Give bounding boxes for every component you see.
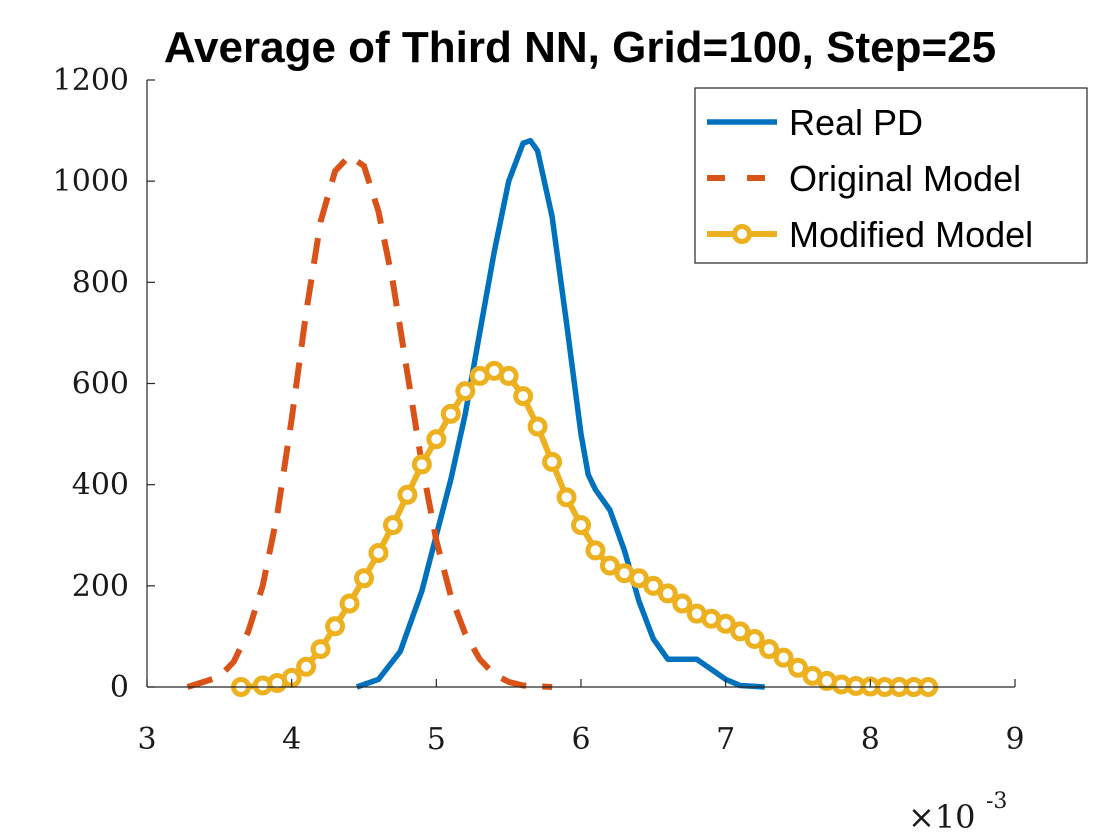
y-tick-label: 600	[72, 367, 129, 402]
modified-model-point	[542, 451, 563, 472]
modified-model-point	[354, 568, 374, 589]
modified-model-point	[715, 613, 736, 634]
y-tick-label: 200	[72, 569, 129, 604]
series-line-original-model	[186, 152, 553, 690]
x-tick-label: 8	[861, 722, 880, 757]
modified-model-point	[556, 487, 577, 508]
chart-title: Average of Third NN, Grid=100, Step=25	[164, 23, 996, 72]
y-tick-label: 800	[72, 265, 129, 300]
modified-model-point	[426, 429, 447, 450]
modified-model-point	[585, 540, 606, 561]
legend-label: Real PD	[789, 102, 923, 143]
modified-model-point	[368, 542, 389, 563]
legend-label: Modified Model	[789, 214, 1033, 255]
modified-model-point	[382, 515, 403, 536]
x-tick-label: 9	[1005, 722, 1024, 757]
modified-model-point	[571, 515, 591, 536]
modified-model-point	[773, 647, 794, 668]
x-tick-label: 7	[716, 722, 735, 757]
modified-model-point	[513, 386, 534, 407]
modified-model-point	[411, 454, 432, 475]
modified-model-point	[527, 416, 548, 437]
legend-marker	[732, 224, 752, 244]
x-tick-label: 5	[427, 722, 446, 757]
y-tick-label: 0	[110, 670, 129, 705]
x-tick-label: 4	[282, 722, 301, 757]
x-tick-label: 6	[571, 722, 590, 757]
modified-model-point	[498, 365, 519, 386]
y-tick-label: 400	[72, 468, 129, 503]
axes: 3 4 5 6 7 8 9 0 200 400 600 800 1000 1200	[53, 63, 1025, 757]
y-tick-label: 1200	[53, 63, 129, 98]
x-tick-label: 3	[137, 722, 156, 757]
modified-model-point	[657, 583, 678, 604]
modified-model-point	[397, 484, 418, 505]
modified-model-point	[296, 656, 317, 677]
legend-label: Original Model	[789, 158, 1021, 199]
legend: Real PD Original Model Modified Model	[694, 87, 1088, 264]
modified-model-point	[672, 593, 693, 614]
modified-model-point	[628, 568, 649, 589]
modified-model-point	[339, 593, 360, 614]
modified-model-point	[455, 381, 476, 402]
modified-model-point	[744, 628, 765, 649]
x-axis-multiplier: ×10 -3	[908, 789, 1007, 836]
y-tick-label: 1000	[53, 164, 129, 199]
modified-model-point	[325, 616, 346, 637]
modified-model-point	[788, 657, 808, 678]
modified-model-point	[730, 621, 751, 642]
series-line-real-pd	[355, 137, 765, 690]
x-axis-multiplier-base: ×10	[908, 798, 976, 836]
modified-model-point	[599, 555, 620, 576]
modified-model-point	[440, 403, 461, 424]
modified-model-point	[643, 575, 664, 596]
modified-model-point	[759, 639, 780, 660]
x-axis-multiplier-exponent: -3	[986, 789, 1007, 814]
modified-model-point	[310, 639, 331, 660]
